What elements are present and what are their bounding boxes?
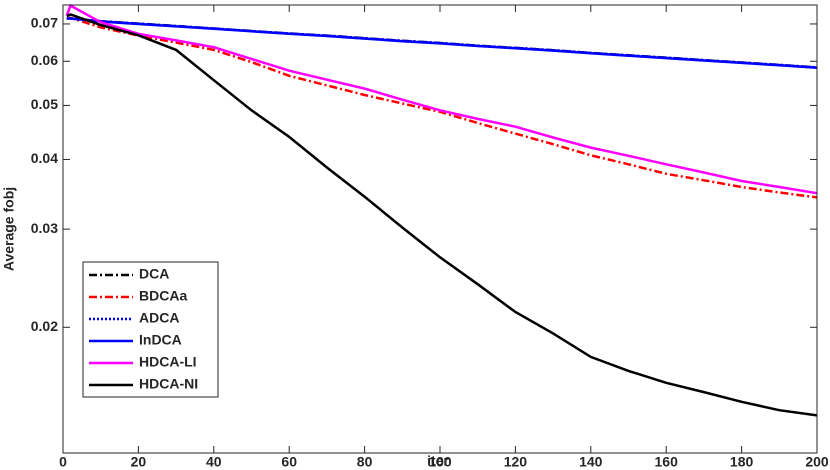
legend-label: DCA [139, 266, 169, 282]
legend-label: BDCAa [139, 288, 187, 304]
legend-label: HDCA-NI [139, 376, 198, 392]
y-tick-label: 0.03 [31, 220, 58, 236]
x-tick-label: 20 [131, 454, 147, 470]
series-line [65, 3, 818, 195]
y-tick-label: 0.02 [31, 318, 58, 334]
axes-box [62, 4, 818, 454]
y-tick-label: 0.06 [31, 52, 58, 68]
x-tick-label: 140 [579, 454, 603, 470]
x-tick-label: 0 [59, 454, 67, 470]
series-line [66, 17, 818, 70]
x-tick-label: 160 [655, 454, 679, 470]
y-tick-label: 0.04 [31, 150, 58, 166]
legend-label: InDCA [139, 332, 182, 348]
x-tick-label: 40 [206, 454, 222, 470]
x-tick-label: 200 [805, 454, 829, 470]
x-tick-label: 120 [504, 454, 528, 470]
y-tick-label: 0.07 [31, 15, 58, 31]
legend-label: HDCA-LI [139, 354, 197, 370]
x-tick-label: 180 [730, 454, 754, 470]
x-axis-label: iter [427, 453, 449, 469]
x-tick-label: 80 [357, 454, 373, 470]
y-tick-label: 0.05 [31, 96, 58, 112]
series-line [66, 13, 818, 417]
x-tick-label: 100 [428, 454, 452, 470]
y-axis-label: Average fobj [1, 187, 17, 271]
x-tick-label: 60 [281, 454, 297, 470]
legend-label: ADCA [139, 310, 179, 326]
legend-box [82, 261, 219, 398]
